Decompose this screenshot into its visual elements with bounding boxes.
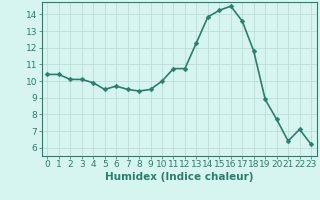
- X-axis label: Humidex (Indice chaleur): Humidex (Indice chaleur): [105, 172, 253, 182]
